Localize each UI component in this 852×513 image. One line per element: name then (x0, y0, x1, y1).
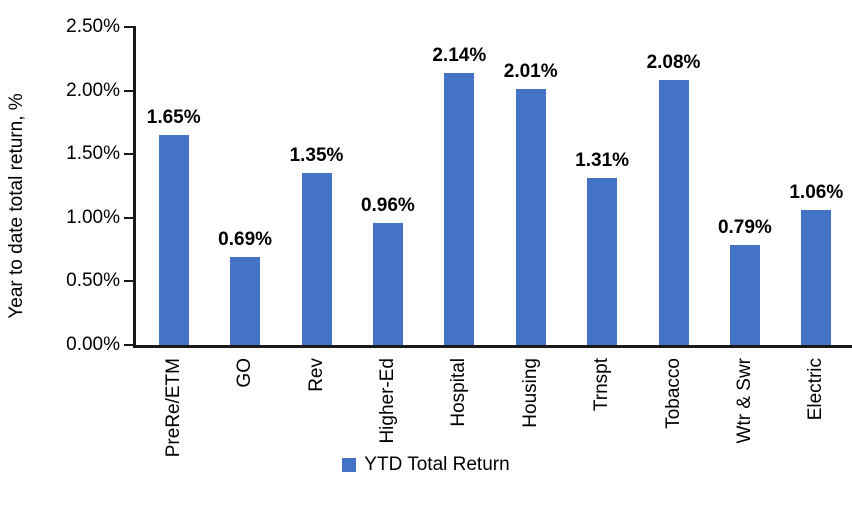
x-category-label-Rev: Rev (305, 358, 327, 392)
bar-PreRe/ETM (158, 135, 189, 345)
y-tick-mark (124, 26, 133, 28)
bar-value-label: 1.35% (289, 145, 344, 167)
bar-Rev (301, 173, 332, 345)
x-category-label-Tobacco: Tobacco (662, 358, 684, 429)
bar-value-label: 2.14% (432, 44, 487, 66)
x-category-label-Wtr & Swr: Wtr & Swr (733, 358, 755, 444)
y-tick-label: 2.50% (66, 16, 120, 37)
bar-Electric (801, 210, 832, 345)
x-category-label-Housing: Housing (519, 358, 541, 428)
x-category-label-GO: GO (234, 358, 256, 388)
bar-value-label: 2.08% (646, 52, 701, 74)
y-tick-mark (124, 344, 133, 346)
y-tick-label: 1.00% (66, 206, 120, 228)
bar-GO (230, 257, 261, 345)
bar-value-label: 1.31% (575, 150, 630, 172)
bar-Hospital (444, 72, 475, 345)
x-category-label-PreRe/ETM: PreRe/ETM (162, 358, 184, 458)
legend-swatch-icon (342, 458, 357, 472)
bar-value-label: 0.96% (360, 194, 415, 216)
y-tick-mark (124, 280, 133, 283)
y-tick-mark (124, 216, 133, 219)
y-tick-label: 1.50% (66, 143, 120, 165)
legend-label: YTD Total Return (364, 454, 510, 475)
y-tick-mark (124, 89, 133, 92)
bar-value-label: 0.69% (218, 229, 273, 251)
x-category-label-Higher-Ed: Higher-Ed (376, 358, 398, 444)
bar-Tobacco (658, 80, 689, 345)
y-tick-label: 0.00% (66, 334, 120, 355)
bar-Wtr & Swr (729, 244, 760, 345)
bar-Trnspt (587, 178, 618, 345)
x-category-label-Trnspt: Trnspt (591, 358, 613, 412)
x-category-label-Hospital: Hospital (448, 358, 470, 427)
y-tick-label: 2.00% (66, 79, 120, 101)
y-tick-mark (124, 153, 133, 156)
legend: YTD Total Return (0, 454, 852, 476)
bar-value-label: 0.79% (717, 216, 772, 238)
x-category-label-Electric: Electric (805, 358, 827, 421)
bar-Housing (515, 89, 546, 345)
bar-value-label: 1.65% (146, 107, 201, 129)
bar-value-label: 1.06% (789, 182, 844, 204)
bar-Higher-Ed (372, 222, 403, 345)
y-tick-label: 0.50% (66, 270, 120, 292)
bar-value-label: 2.01% (503, 61, 558, 83)
y-axis-line (133, 26, 136, 347)
x-axis-line (133, 345, 852, 348)
